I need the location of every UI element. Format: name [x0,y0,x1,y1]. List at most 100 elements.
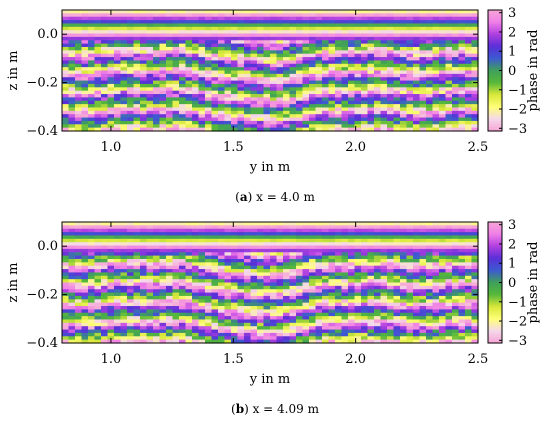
heatmap-cell [263,26,271,31]
heatmap-cell [159,285,167,290]
heatmap-cell [348,235,356,240]
heatmap-cell [270,57,278,62]
heatmap-cell [94,255,102,260]
heatmap-cell [309,225,317,230]
heatmap-cell [348,97,356,102]
heatmap-cell [393,46,401,51]
heatmap-cell [296,309,304,314]
heatmap-cell [302,309,310,314]
heatmap-cell [114,292,122,297]
heatmap-cell [140,232,148,237]
heatmap-cell [309,26,317,31]
heatmap-cell [354,252,362,257]
heatmap-cell [231,13,239,18]
heatmap-cell [81,90,89,95]
heatmap-cell [283,60,291,65]
heatmap-cell [107,255,115,260]
heatmap-cell [426,13,434,18]
heatmap-cell [172,222,180,226]
heatmap-cell [361,309,369,314]
heatmap-cell [263,107,271,112]
colorbar-segment [488,262,502,265]
heatmap-cell [133,275,141,280]
heatmap-cell [315,43,323,48]
heatmap-cell [166,316,174,321]
heatmap-cell [146,23,154,28]
heatmap-cell [205,235,213,240]
heatmap-cell [218,339,226,344]
heatmap-cell [68,60,76,65]
heatmap-cell [62,57,70,62]
heatmap-cell [309,30,317,35]
heatmap-cell [257,10,265,14]
heatmap-cell [309,292,317,297]
heatmap-cell [107,316,115,321]
heatmap-cell [380,245,388,250]
heatmap-cell [354,87,362,92]
heatmap-cell [153,309,161,314]
heatmap-cell [413,238,421,243]
heatmap-cell [374,36,382,41]
heatmap-cell [120,107,128,112]
heatmap-cell [374,83,382,88]
heatmap-cell [465,316,473,321]
heatmap-cell [400,329,408,334]
heatmap-cell [335,20,343,25]
heatmap-cell [146,262,154,267]
heatmap-cell [114,120,122,125]
heatmap-cell [133,245,141,250]
heatmap-cell [315,104,323,109]
heatmap-cell [452,33,460,38]
heatmap-cell [159,235,167,240]
heatmap-cell [348,60,356,65]
heatmap-cell [244,23,252,28]
heatmap-cell [367,107,375,112]
heatmap-cell [88,26,96,31]
colorbar-segment [488,302,502,306]
heatmap-cell [172,326,180,331]
heatmap-cell [445,46,453,51]
heatmap-cell [380,242,388,247]
colorbar-segment [488,44,502,47]
heatmap-cell [439,104,447,109]
heatmap-cell [289,73,297,78]
heatmap-cell [159,299,167,304]
heatmap-cell [250,23,258,28]
colorbar-segment [488,304,502,308]
heatmap-cell [114,94,122,98]
heatmap-cell [211,127,219,132]
heatmap-cell [445,295,453,300]
heatmap-cell [354,309,362,314]
heatmap-cell [283,299,291,304]
heatmap-cell [192,289,200,294]
heatmap-cell [458,46,466,51]
colorbar-segment [488,288,502,292]
heatmap-cell [205,100,213,105]
heatmap-cell [114,279,122,284]
heatmap-cell [289,80,297,85]
heatmap-cell [120,258,128,263]
heatmap-cell [120,67,128,72]
heatmap-cell [283,36,291,41]
heatmap-cell [159,329,167,334]
heatmap-cell [335,329,343,334]
heatmap-cell [348,83,356,88]
heatmap-cell [426,225,434,230]
heatmap-cell [419,275,427,280]
heatmap-cell [367,222,375,226]
heatmap-cell [231,57,239,62]
heatmap-cell [237,262,245,267]
heatmap-cell [465,309,473,314]
heatmap-cell [465,265,473,270]
heatmap-cell [302,329,310,334]
heatmap-cell [146,312,154,317]
heatmap-cell [120,316,128,321]
heatmap-cell [101,43,109,48]
heatmap-cell [146,83,154,88]
heatmap-cell [406,97,414,102]
heatmap-cell [452,40,460,45]
heatmap-cell [465,312,473,317]
heatmap-cell [75,53,83,58]
heatmap-cell [179,265,187,270]
heatmap-cell [426,248,434,253]
